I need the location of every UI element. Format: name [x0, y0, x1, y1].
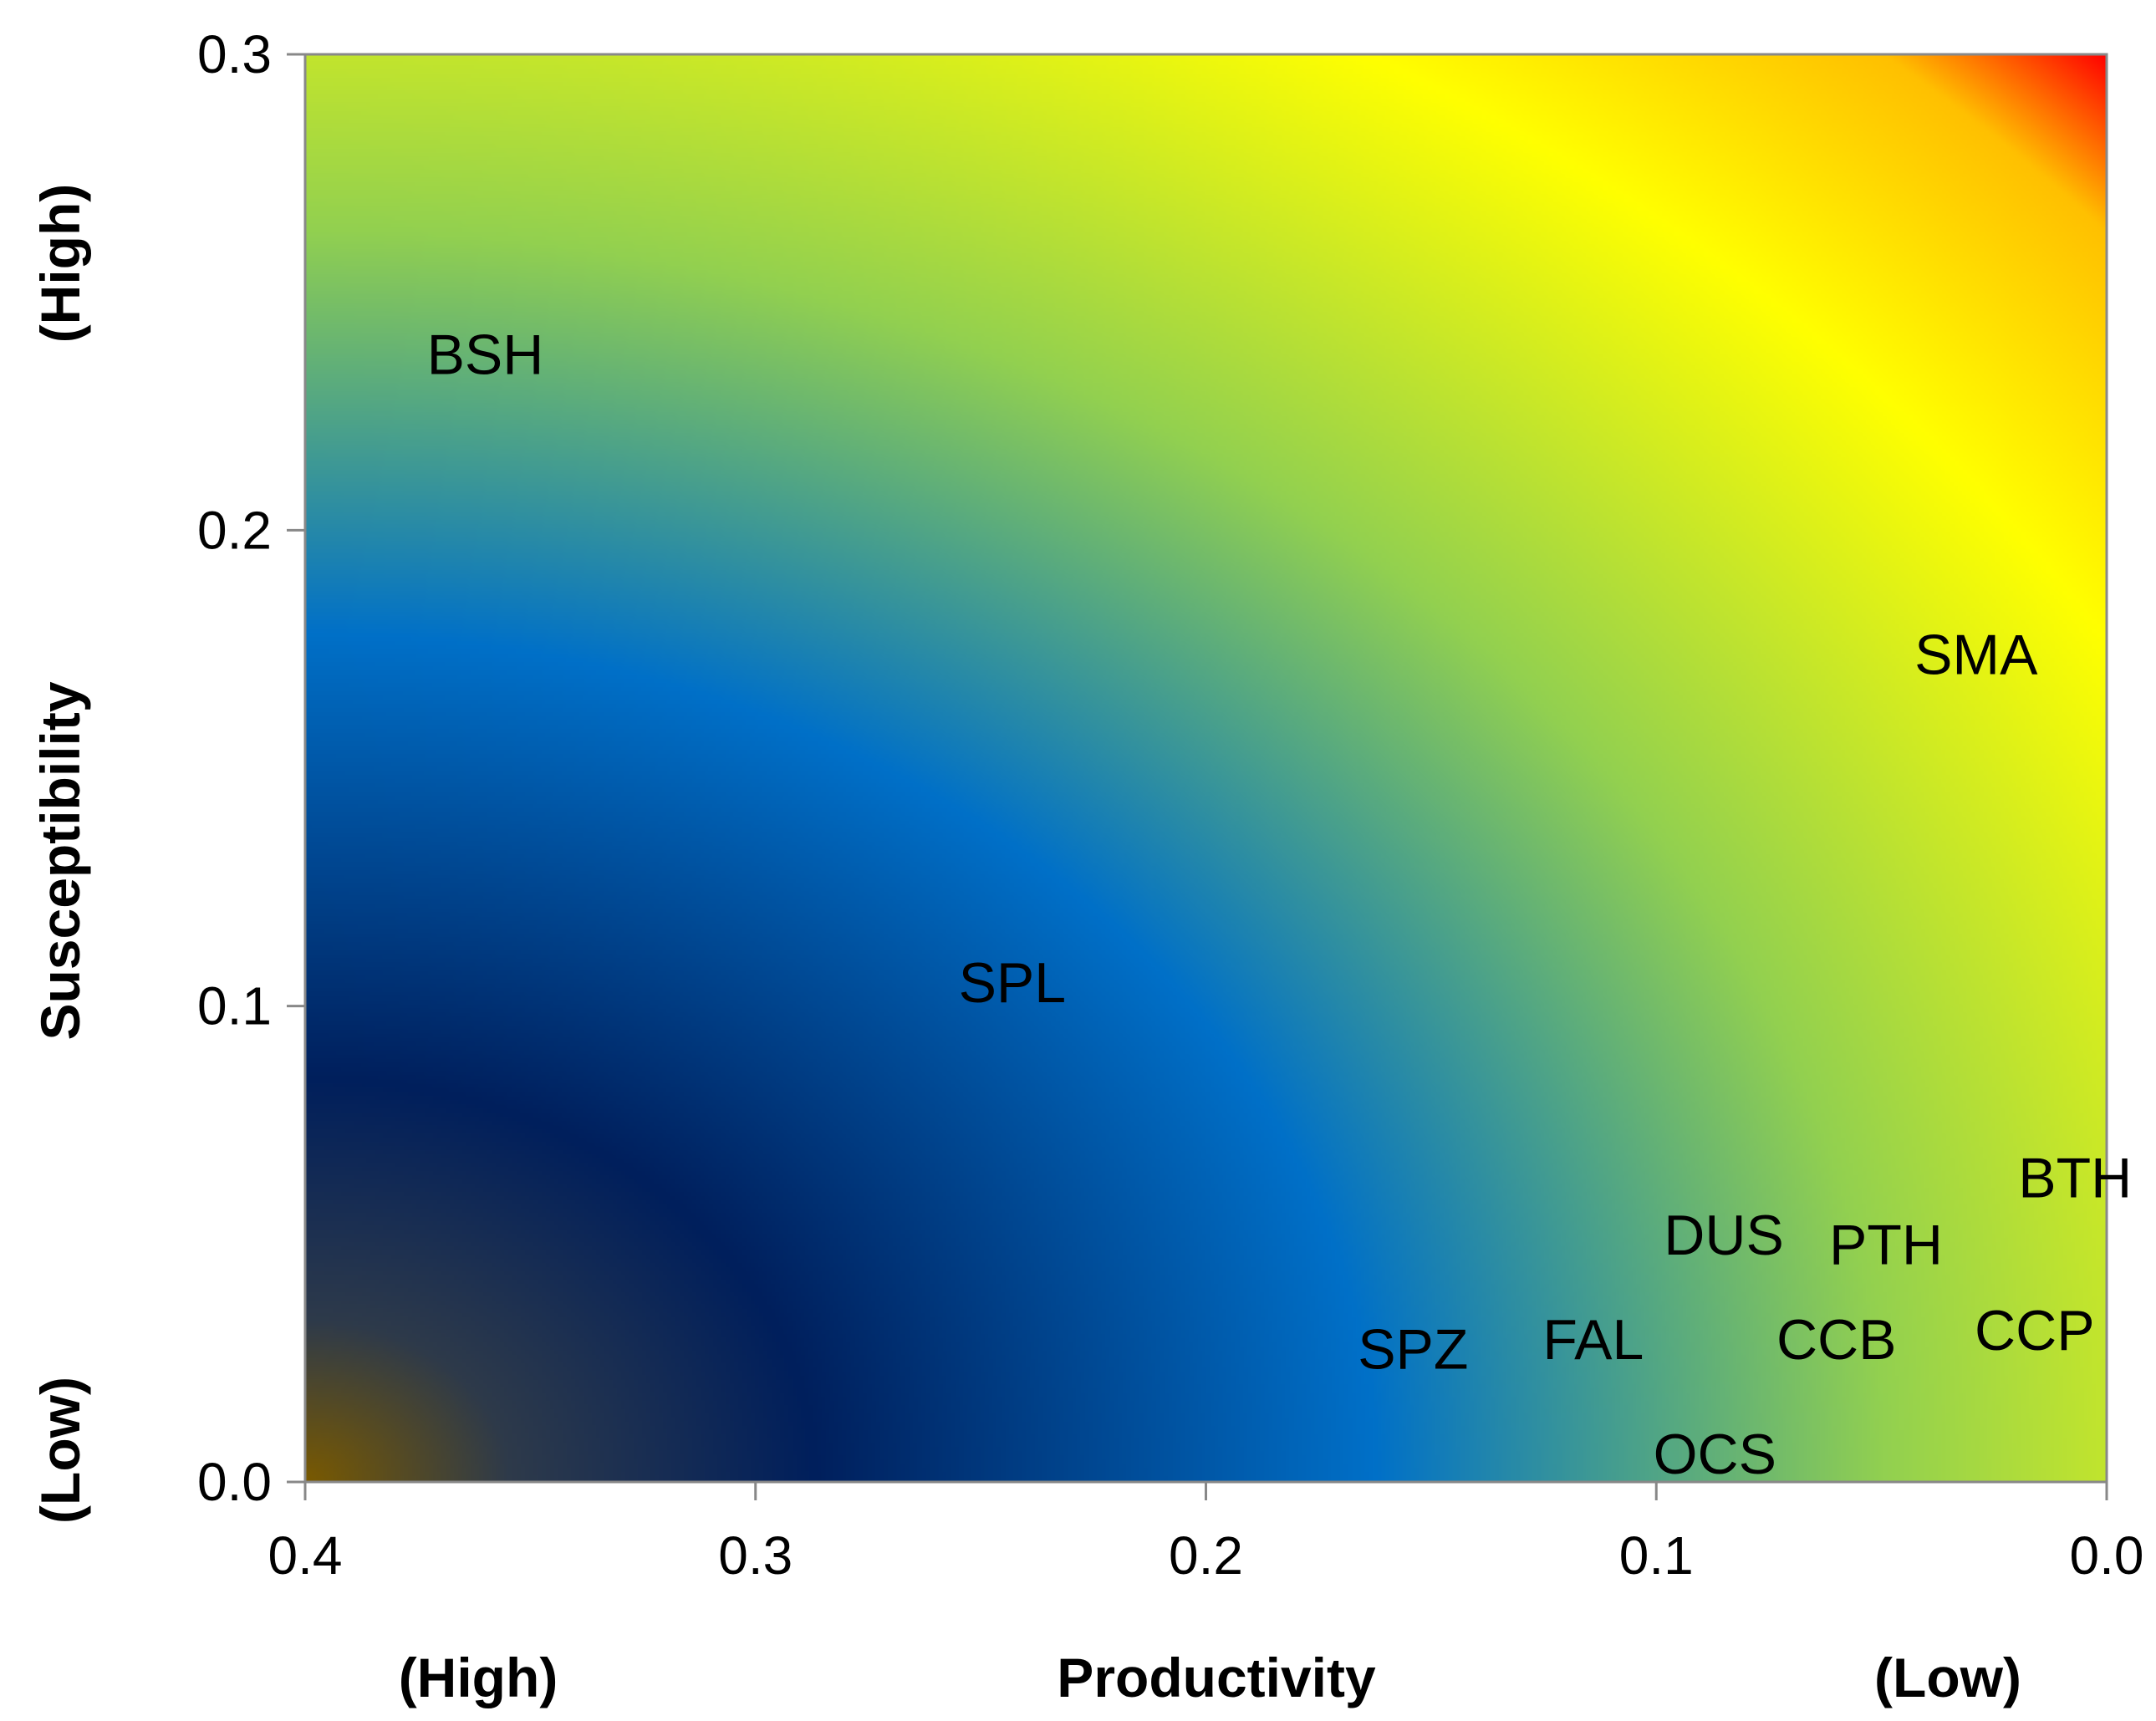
point-label-sma: SMA	[1914, 623, 2038, 686]
x-tick-label: 0.0	[2070, 1525, 2144, 1586]
heatmap-gradient	[305, 54, 2107, 1482]
point-label-fal: FAL	[1542, 1308, 1644, 1372]
y-axis-low-label: (Low)	[29, 1377, 91, 1524]
y-tick-label: 0.0	[197, 1452, 272, 1512]
x-tick-label: 0.1	[1619, 1525, 1694, 1586]
y-axis-high-label: (High)	[29, 184, 91, 344]
point-label-ccp: CCP	[1975, 1299, 2095, 1362]
y-axis: 0.0 0.1 0.2 0.3	[197, 24, 307, 1512]
point-label-spl: SPL	[959, 951, 1067, 1015]
point-label-spz: SPZ	[1358, 1318, 1468, 1382]
x-axis-title: Productivity	[1057, 1647, 1376, 1708]
x-tick-label: 0.4	[268, 1525, 343, 1586]
point-label-bth: BTH	[2018, 1147, 2132, 1210]
point-label-pth: PTH	[1829, 1213, 1943, 1276]
point-label-ccb: CCB	[1776, 1308, 1897, 1372]
point-label-dus: DUS	[1664, 1204, 1784, 1267]
y-tick-label: 0.2	[197, 500, 272, 560]
x-axis-high-label: (High)	[399, 1647, 558, 1708]
y-tick-label: 0.3	[197, 24, 272, 84]
point-label-bsh: BSH	[427, 323, 544, 387]
point-label-ocs: OCS	[1654, 1423, 1776, 1486]
heatmap-area	[305, 54, 2107, 1482]
x-tick-label: 0.3	[718, 1525, 793, 1586]
x-axis-low-label: (Low)	[1874, 1647, 2021, 1708]
y-tick-label: 0.1	[197, 976, 272, 1036]
data-point-labels: BSH SMA SPL BTH DUS PTH CCP CCB FAL SPZ OCS	[427, 323, 2133, 1486]
x-tick-label: 0.2	[1169, 1525, 1243, 1586]
y-axis-title: Susceptibility	[29, 681, 91, 1040]
x-axis: 0.4 0.3 0.2 0.1 0.0	[268, 1480, 2144, 1586]
